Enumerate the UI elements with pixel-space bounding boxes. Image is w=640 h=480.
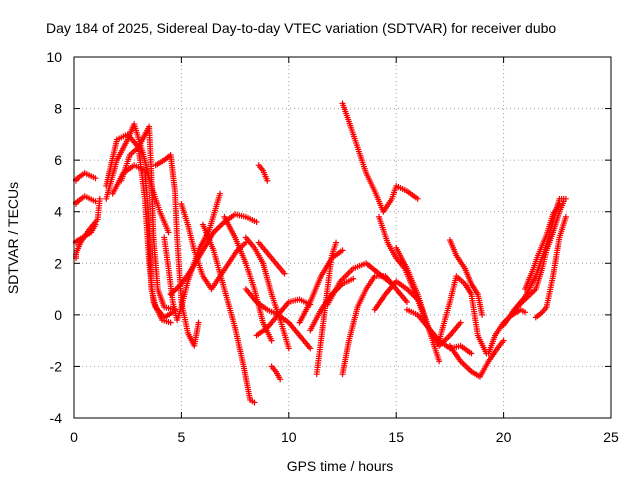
- data-point: [307, 345, 314, 352]
- plot-frame: [73, 56, 612, 419]
- data-point: [281, 270, 288, 277]
- data-track: [532, 213, 569, 321]
- y-tick-label: 0: [54, 307, 62, 323]
- data-point: [277, 376, 284, 383]
- y-tick-label: -2: [50, 358, 63, 374]
- y-tick-label: 2: [54, 255, 62, 271]
- x-tick-label: 20: [496, 429, 512, 445]
- x-tick-label: 10: [281, 429, 297, 445]
- y-tick-label: 8: [54, 101, 62, 117]
- y-tick-label: 4: [54, 204, 62, 220]
- data-point: [333, 239, 340, 246]
- data-track: [103, 123, 178, 313]
- data-point: [500, 337, 507, 344]
- data-track: [118, 144, 174, 326]
- data-track: [73, 193, 99, 207]
- data-track: [242, 234, 292, 352]
- data-track: [255, 162, 271, 184]
- y-tick-label: 10: [46, 49, 62, 65]
- data-point: [560, 198, 567, 205]
- data-point: [167, 319, 174, 326]
- x-axis-label: GPS time / hours: [287, 458, 394, 474]
- x-tick-label: 15: [388, 429, 404, 445]
- data-point: [479, 311, 486, 318]
- data-point: [92, 221, 99, 228]
- data-point: [285, 345, 292, 352]
- data-track: [339, 273, 410, 378]
- data-point: [92, 175, 99, 182]
- data-track: [268, 363, 284, 383]
- data-track: [446, 337, 507, 380]
- data-point: [217, 190, 224, 197]
- data-track: [296, 247, 346, 326]
- data-point: [251, 399, 258, 406]
- x-tick-label: 25: [603, 429, 619, 445]
- data-point: [339, 247, 346, 254]
- y-tick-label: -4: [50, 410, 63, 426]
- data-point: [350, 275, 357, 282]
- data-track: [167, 211, 260, 298]
- y-axis-label: SDTVAR / TECUs: [5, 182, 21, 294]
- data-point: [468, 350, 475, 357]
- data-track: [522, 200, 563, 293]
- axis-ticks: 0 5 10 15 20 25 -4 -2 0 2 4 6 8 10: [46, 49, 619, 445]
- data-track: [199, 221, 258, 406]
- data-track: [511, 198, 567, 313]
- data-point: [195, 319, 202, 326]
- data-point: [556, 200, 563, 207]
- data-track: [178, 200, 249, 293]
- data-point: [457, 319, 464, 326]
- data-track: [242, 286, 314, 352]
- data-point: [253, 219, 260, 226]
- chart-title: Day 184 of 2025, Sidereal Day-to-day VTE…: [46, 20, 556, 36]
- x-tick-label: 5: [178, 429, 186, 445]
- x-tick-label: 0: [70, 429, 78, 445]
- data-point: [414, 195, 421, 202]
- data-points: [73, 100, 569, 406]
- data-point: [436, 358, 443, 365]
- data-point: [264, 177, 271, 184]
- data-track: [339, 100, 421, 215]
- grid: [74, 57, 611, 418]
- data-point: [522, 309, 529, 316]
- data-point: [268, 337, 275, 344]
- data-track: [446, 237, 486, 318]
- data-point: [562, 213, 569, 220]
- data-track: [253, 296, 314, 339]
- y-tick-label: 6: [54, 152, 62, 168]
- data-track: [255, 239, 288, 277]
- data-track: [436, 273, 490, 357]
- data-point: [403, 298, 410, 305]
- data-track: [313, 239, 340, 378]
- data-point: [96, 195, 103, 202]
- data-point: [165, 229, 172, 236]
